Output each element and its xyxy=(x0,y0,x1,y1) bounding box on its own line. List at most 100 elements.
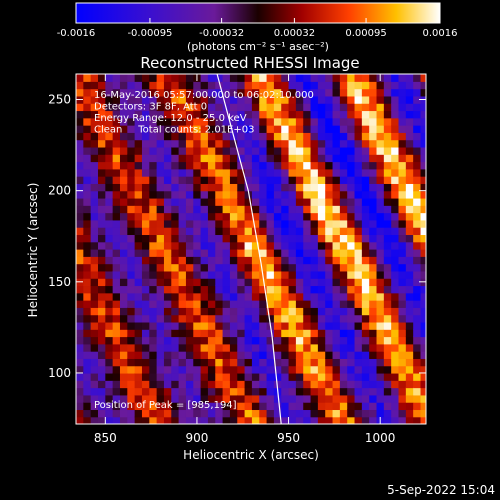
heatmap-cell xyxy=(156,365,165,374)
heatmap-cell xyxy=(310,365,319,374)
heatmap-cell xyxy=(361,183,370,192)
heatmap-cell xyxy=(178,190,187,199)
heatmap-cell xyxy=(391,372,400,381)
heatmap-cell xyxy=(339,343,348,352)
heatmap-cell xyxy=(405,336,414,345)
heatmap-cell xyxy=(391,285,400,294)
heatmap-cell xyxy=(149,351,158,359)
heatmap-cell xyxy=(112,190,121,199)
heatmap-cell xyxy=(347,372,356,381)
heatmap-cell xyxy=(332,249,341,257)
heatmap-cell xyxy=(237,88,246,97)
heatmap-cell xyxy=(105,81,114,90)
x-tick-label: 950 xyxy=(277,431,300,445)
heatmap-cell xyxy=(347,234,356,243)
heatmap-cell xyxy=(229,168,238,177)
heatmap-cell xyxy=(222,74,231,82)
heatmap-cell xyxy=(288,197,297,206)
heatmap-cell xyxy=(398,329,407,338)
heatmap-cell xyxy=(178,249,187,257)
heatmap-cell xyxy=(303,416,312,424)
heatmap-cell xyxy=(398,343,407,352)
heatmap-cell xyxy=(171,146,180,155)
heatmap-cell xyxy=(156,307,165,316)
heatmap-cell xyxy=(185,336,194,345)
heatmap-cell xyxy=(339,402,348,411)
heatmap-cell xyxy=(134,146,143,155)
heatmap-cell xyxy=(171,416,180,424)
heatmap-cell xyxy=(215,168,224,177)
heatmap-cell xyxy=(266,81,275,90)
heatmap-cell xyxy=(354,402,363,411)
heatmap-cell xyxy=(97,176,106,184)
heatmap-cell xyxy=(141,183,150,192)
heatmap-cell xyxy=(376,176,385,184)
heatmap-cell xyxy=(273,168,282,177)
heatmap-cell xyxy=(90,358,99,367)
heatmap-cell xyxy=(420,249,426,257)
heatmap-cell xyxy=(266,270,275,279)
heatmap-cell xyxy=(127,95,136,104)
heatmap-cell xyxy=(156,402,165,411)
heatmap-cell xyxy=(185,168,194,177)
heatmap-cell xyxy=(259,329,268,338)
heatmap-cell xyxy=(420,81,426,90)
heatmap-cell xyxy=(237,380,246,389)
heatmap-cell xyxy=(83,256,92,265)
heatmap-cell xyxy=(339,394,348,403)
heatmap-cell xyxy=(207,270,216,279)
heatmap-cell xyxy=(149,358,158,367)
heatmap-cell xyxy=(273,88,282,97)
heatmap-cell xyxy=(325,372,334,381)
heatmap-cell xyxy=(259,409,268,418)
heatmap-cell xyxy=(259,154,268,163)
heatmap-cell xyxy=(105,321,114,330)
heatmap-cell xyxy=(185,380,194,389)
heatmap-cell xyxy=(112,139,121,148)
heatmap-cell xyxy=(325,168,334,177)
heatmap-cell xyxy=(178,74,187,82)
heatmap-cell xyxy=(259,336,268,345)
heatmap-cell xyxy=(303,343,312,352)
timestamp: 5-Sep-2022 15:04 xyxy=(387,483,495,497)
heatmap-cell xyxy=(119,292,128,301)
heatmap-cell xyxy=(361,81,370,90)
heatmap-cell xyxy=(259,358,268,367)
heatmap-cell xyxy=(97,409,106,418)
heatmap-cell xyxy=(222,402,231,411)
heatmap-cell xyxy=(376,88,385,97)
heatmap-cell xyxy=(178,321,187,330)
heatmap-cell xyxy=(398,81,407,90)
heatmap-cell xyxy=(266,416,275,424)
heatmap-cell xyxy=(325,394,334,403)
heatmap-cell xyxy=(251,161,260,170)
heatmap-cell xyxy=(193,343,202,352)
heatmap-cell xyxy=(83,321,92,330)
heatmap-cell xyxy=(383,343,392,352)
x-tick-label: 850 xyxy=(94,431,117,445)
heatmap-cell xyxy=(273,197,282,206)
heatmap-cell xyxy=(332,161,341,170)
heatmap-cell xyxy=(215,132,224,141)
heatmap-cell xyxy=(295,256,304,265)
heatmap-cell xyxy=(391,409,400,418)
heatmap-cell xyxy=(244,365,253,374)
heatmap-cell xyxy=(178,168,187,177)
heatmap-cell xyxy=(361,270,370,279)
heatmap-cell xyxy=(207,380,216,389)
heatmap-cell xyxy=(141,139,150,148)
heatmap-cell xyxy=(90,88,99,97)
heatmap-cell xyxy=(259,161,268,170)
heatmap-cell xyxy=(185,205,194,214)
heatmap-cell xyxy=(178,270,187,279)
heatmap-cell xyxy=(281,146,290,155)
heatmap-cell xyxy=(222,300,231,308)
heatmap-cell xyxy=(141,125,150,133)
heatmap-cell xyxy=(347,256,356,265)
heatmap-cell xyxy=(171,241,180,250)
heatmap-cell xyxy=(149,103,158,112)
heatmap-cell xyxy=(413,249,422,257)
heatmap-cell xyxy=(361,125,370,133)
heatmap-cell xyxy=(347,409,356,418)
heatmap-cell xyxy=(149,416,158,424)
